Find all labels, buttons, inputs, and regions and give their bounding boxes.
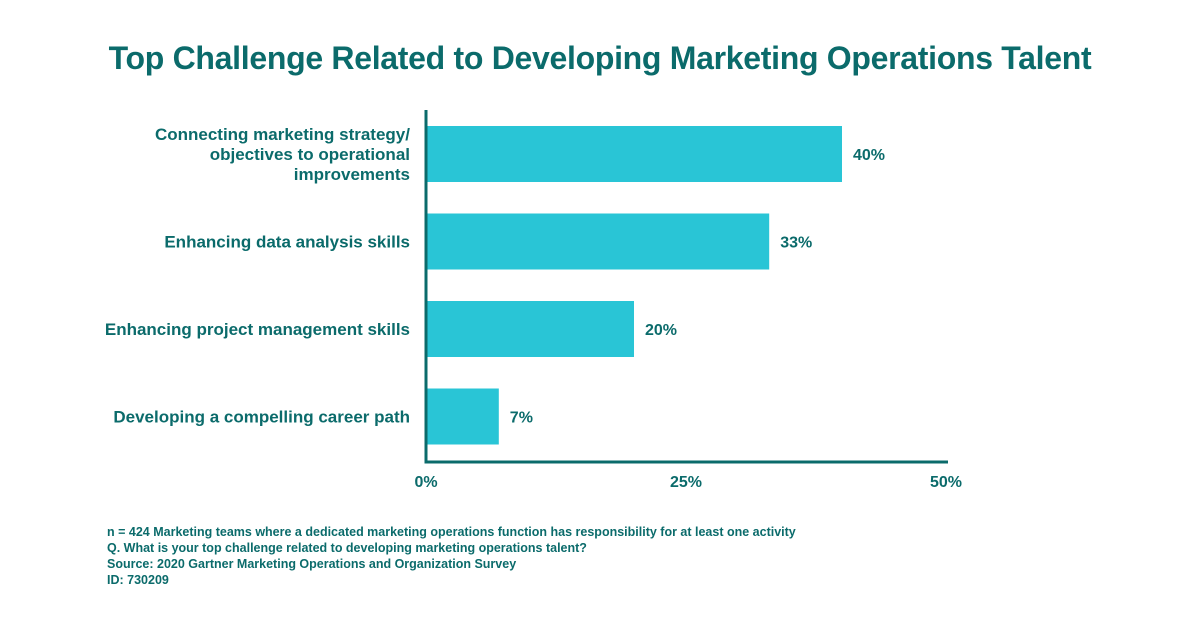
value-label-2: 33% bbox=[780, 235, 812, 252]
bar-1 bbox=[426, 126, 842, 182]
bar-2 bbox=[426, 213, 770, 270]
value-label-1: 40% bbox=[853, 147, 885, 164]
chart-title: Top Challenge Related to Developing Mark… bbox=[108, 40, 1092, 76]
footnote-question: Q. What is your top challenge related to… bbox=[107, 541, 587, 555]
footnote-source: Source: 2020 Gartner Marketing Operation… bbox=[107, 557, 517, 571]
x-tick-label-1: 0% bbox=[414, 474, 437, 491]
x-tick-label-2: 25% bbox=[670, 474, 702, 491]
footnote-sample-size: n = 424 Marketing teams where a dedicate… bbox=[107, 525, 796, 539]
category-label-2: Enhancing data analysis skills bbox=[164, 233, 410, 252]
x-tick-label-3: 50% bbox=[930, 474, 962, 491]
bar-3 bbox=[426, 301, 634, 357]
category-label-4: Developing a compelling career path bbox=[113, 408, 410, 427]
footnotes: n = 424 Marketing teams where a dedicate… bbox=[107, 524, 796, 588]
bar-4 bbox=[426, 388, 499, 445]
footnote-id: ID: 730209 bbox=[107, 573, 169, 587]
bar-chart: 40% Connecting marketing strategy/objecti… bbox=[105, 110, 962, 491]
category-label-1: Connecting marketing strategy/objectives… bbox=[155, 125, 410, 184]
category-label-3: Enhancing project management skills bbox=[105, 320, 410, 339]
value-label-3: 20% bbox=[645, 322, 677, 339]
value-label-4: 7% bbox=[510, 410, 533, 427]
